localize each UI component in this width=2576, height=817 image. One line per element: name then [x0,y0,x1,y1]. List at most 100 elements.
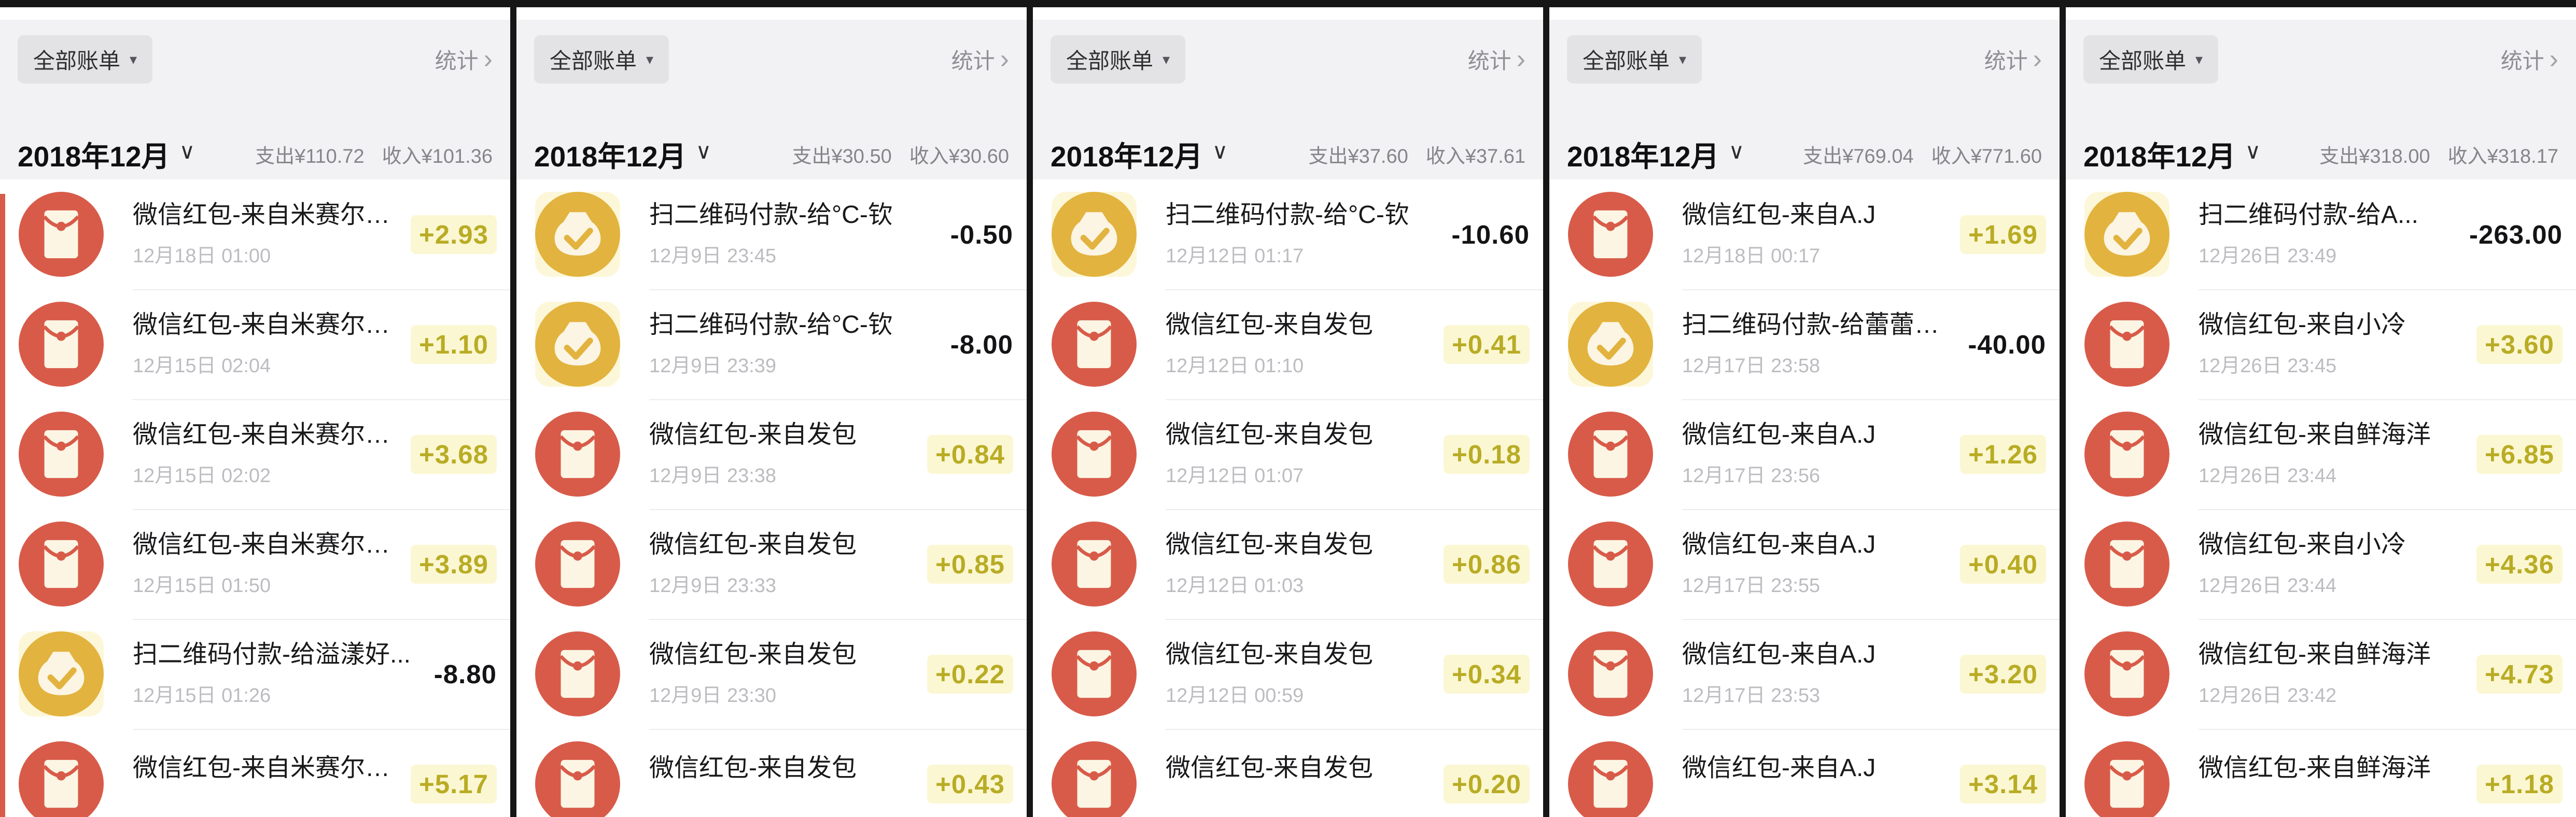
month-picker[interactable]: 2018年12月 ∨ [1051,133,1228,175]
transaction-amount: +0.84 [927,434,1013,474]
month-label: 2018年12月 [1051,140,1203,173]
transaction-title: 微信红包-来自发包 [649,640,857,668]
transaction-row[interactable]: 微信红包-来自发包 12月9日 23:33 +0.85 [516,509,1027,619]
transaction-row[interactable]: 扫二维码付款-给°C-钦 12月9日 23:39 -8.00 [516,289,1027,399]
statistics-link[interactable]: 统计 › [1468,44,1525,75]
transaction-row[interactable]: 扫二维码付款-给A... 12月26日 23:49 -263.00 [2066,179,2576,289]
statistics-link[interactable]: 统计 › [951,44,1009,75]
transaction-row[interactable]: 微信红包-来自鲜海洋 12月26日 23:42 +4.73 [2066,619,2576,729]
transaction-main: 微信红包-来自小冷 12月26日 23:44 [2199,530,2467,598]
transaction-amount: -40.00 [1968,329,2046,359]
filter-label: 全部账单 [1066,49,1154,73]
red-envelope-icon [1568,522,1653,607]
caret-down-icon: ▾ [1679,51,1687,67]
transaction-main: 微信红包-来自鲜海洋 12月26日 23:42 [2199,640,2467,708]
transaction-row[interactable]: 扫二维码付款-给溢漾好... 12月15日 01:26 -8.80 [0,619,510,729]
transaction-row[interactable]: 扫二维码付款-给°C-钦 12月9日 23:45 -0.50 [516,179,1027,289]
transaction-amount: -263.00 [2469,219,2563,249]
money-bag-icon [1052,192,1137,277]
transaction-main: 扫二维码付款-给°C-钦 12月9日 23:39 [649,311,941,378]
transaction-main: 微信红包-来自米赛尔12-... 12月15日 02:04 [133,311,401,378]
transaction-date: 12月17日 23:53 [1682,685,1821,707]
transaction-row[interactable]: 微信红包-来自发包 12月9日 23:38 +0.84 [516,399,1027,509]
transaction-amount: +3.14 [1959,764,2046,804]
transaction-row[interactable]: 微信红包-来自发包 12月12日 00:59 +0.34 [1033,619,1543,729]
filter-all-bills-button[interactable]: 全部账单 ▾ [1567,35,1702,83]
month-picker[interactable]: 2018年12月 ∨ [2083,133,2261,175]
transaction-title: 微信红包-来自A.J [1682,201,1876,229]
caret-down-icon: ▾ [1163,51,1170,67]
transaction-row[interactable]: 微信红包-来自米赛尔12-... +5.17 [0,729,510,817]
transaction-amount: +4.36 [2476,544,2563,584]
statistics-label: 统计 [435,49,479,73]
transaction-title: 扫二维码付款-给°C-钦 [649,311,893,339]
transaction-row[interactable]: 微信红包-来自A.J 12月17日 23:55 +0.40 [1549,509,2060,619]
month-picker[interactable]: 2018年12月 ∨ [18,133,195,175]
month-row: 2018年12月 ∨ 支出¥769.04 收入¥771.60 [1567,133,2042,175]
transaction-date: 12月17日 23:56 [1682,465,1821,487]
transaction-title: 微信红包-来自A.J [1682,530,1876,558]
transaction-row[interactable]: 微信红包-来自发包 +0.43 [516,729,1027,817]
month-expense: 支出¥110.72 [255,145,365,167]
transaction-amount: -8.80 [433,659,497,689]
money-bag-icon [535,192,620,277]
filter-label: 全部账单 [550,49,637,73]
chevron-down-icon: ∨ [179,138,195,163]
transaction-date: 12月12日 00:59 [1166,685,1304,707]
transaction-title: 微信红包-来自发包 [1166,530,1373,558]
statistics-link[interactable]: 统计 › [2501,44,2558,75]
filter-all-bills-button[interactable]: 全部账单 ▾ [1051,35,1186,83]
transaction-amount: +0.41 [1443,325,1530,364]
transaction-title: 微信红包-来自发包 [1166,420,1373,448]
transaction-row[interactable]: 微信红包-来自A.J 12月17日 23:56 +1.26 [1549,399,2060,509]
transaction-title: 微信红包-来自发包 [1166,754,1373,782]
transaction-main: 微信红包-来自米赛尔12-... 12月15日 01:50 [133,530,401,598]
transaction-main: 微信红包-来自发包 12月9日 23:33 [649,530,918,598]
filter-row: 全部账单 ▾ 统计 › [1051,35,1525,83]
statistics-link[interactable]: 统计 › [435,44,493,75]
transaction-row[interactable]: 微信红包-来自A.J +3.14 [1549,729,2060,817]
transaction-main: 微信红包-来自A.J 12月17日 23:53 [1682,640,1951,708]
transaction-row[interactable]: 微信红包-来自发包 12月12日 01:03 +0.86 [1033,509,1543,619]
transaction-row[interactable]: 扫二维码付款-给蕾蕾的... 12月17日 23:58 -40.00 [1549,289,2060,399]
transaction-row[interactable]: 微信红包-来自米赛尔12-... 12月15日 02:02 +3.68 [0,399,510,509]
transaction-row[interactable]: 微信红包-来自发包 12月12日 01:10 +0.41 [1033,289,1543,399]
transaction-amount: +5.17 [410,764,497,804]
transaction-row[interactable]: 微信红包-来自米赛尔12-... 12月15日 01:50 +3.89 [0,509,510,619]
transaction-row[interactable]: 微信红包-来自鲜海洋 12月26日 23:44 +6.85 [2066,399,2576,509]
transaction-date: 12月26日 23:44 [2199,575,2337,597]
transaction-row[interactable]: 微信红包-来自发包 +0.20 [1033,729,1543,817]
filter-row: 全部账单 ▾ 统计 › [1567,35,2042,83]
transaction-amount: +0.34 [1443,654,1530,694]
transaction-row[interactable]: 微信红包-来自米赛尔12-... 12月15日 02:04 +1.10 [0,289,510,399]
transaction-row[interactable]: 微信红包-来自发包 12月9日 23:30 +0.22 [516,619,1027,729]
transaction-row[interactable]: 扫二维码付款-给°C-钦 12月12日 01:17 -10.60 [1033,179,1543,289]
transaction-row[interactable]: 微信红包-来自鲜海洋 +1.18 [2066,729,2576,817]
month-income: 收入¥318.17 [2447,145,2558,167]
red-envelope-icon [2084,302,2169,387]
transaction-list: 扫二维码付款-给°C-钦 12月12日 01:17 -10.60 微信红包-来自… [1033,179,1543,817]
transaction-date [133,793,401,814]
money-bag-icon [535,302,620,387]
transaction-row[interactable]: 微信红包-来自A.J 12月18日 00:17 +1.69 [1549,179,2060,289]
transaction-row[interactable]: 微信红包-来自A.J 12月17日 23:53 +3.20 [1549,619,2060,729]
transaction-row[interactable]: 微信红包-来自小冷 12月26日 23:44 +4.36 [2066,509,2576,619]
transaction-row[interactable]: 微信红包-来自米赛尔12-... 12月18日 01:00 +2.93 [0,179,510,289]
month-summary: 支出¥769.04 收入¥771.60 [1803,140,2042,168]
transaction-main: 扫二维码付款-给溢漾好... 12月15日 01:26 [133,640,425,708]
transaction-main: 微信红包-来自发包 12月9日 23:30 [649,640,918,708]
month-picker[interactable]: 2018年12月 ∨ [1567,133,1744,175]
cropped-left-edge-decoration [0,194,5,817]
money-bag-icon [2084,192,2169,277]
filter-label: 全部账单 [1583,49,1670,73]
month-picker[interactable]: 2018年12月 ∨ [534,133,711,175]
filter-row: 全部账单 ▾ 统计 › [534,35,1009,83]
transaction-main: 微信红包-来自发包 12月12日 00:59 [1166,640,1434,708]
statistics-link[interactable]: 统计 › [1984,44,2042,75]
transaction-row[interactable]: 微信红包-来自小冷 12月26日 23:45 +3.60 [2066,289,2576,399]
transaction-row[interactable]: 微信红包-来自发包 12月12日 01:07 +0.18 [1033,399,1543,509]
red-envelope-icon [1568,631,1653,716]
filter-all-bills-button[interactable]: 全部账单 ▾ [18,35,153,83]
filter-all-bills-button[interactable]: 全部账单 ▾ [2083,35,2219,83]
filter-all-bills-button[interactable]: 全部账单 ▾ [534,35,669,83]
